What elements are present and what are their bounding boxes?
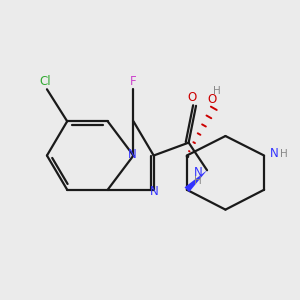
Polygon shape (184, 170, 207, 192)
Text: H: H (194, 176, 202, 186)
Text: N: N (270, 147, 279, 160)
Text: H: H (213, 86, 221, 96)
Text: O: O (207, 93, 217, 106)
Text: O: O (188, 91, 197, 104)
Text: N: N (128, 148, 137, 161)
Text: Cl: Cl (39, 75, 51, 88)
Text: F: F (130, 75, 137, 88)
Text: H: H (280, 149, 288, 159)
Text: N: N (194, 166, 202, 178)
Text: N: N (150, 185, 159, 198)
